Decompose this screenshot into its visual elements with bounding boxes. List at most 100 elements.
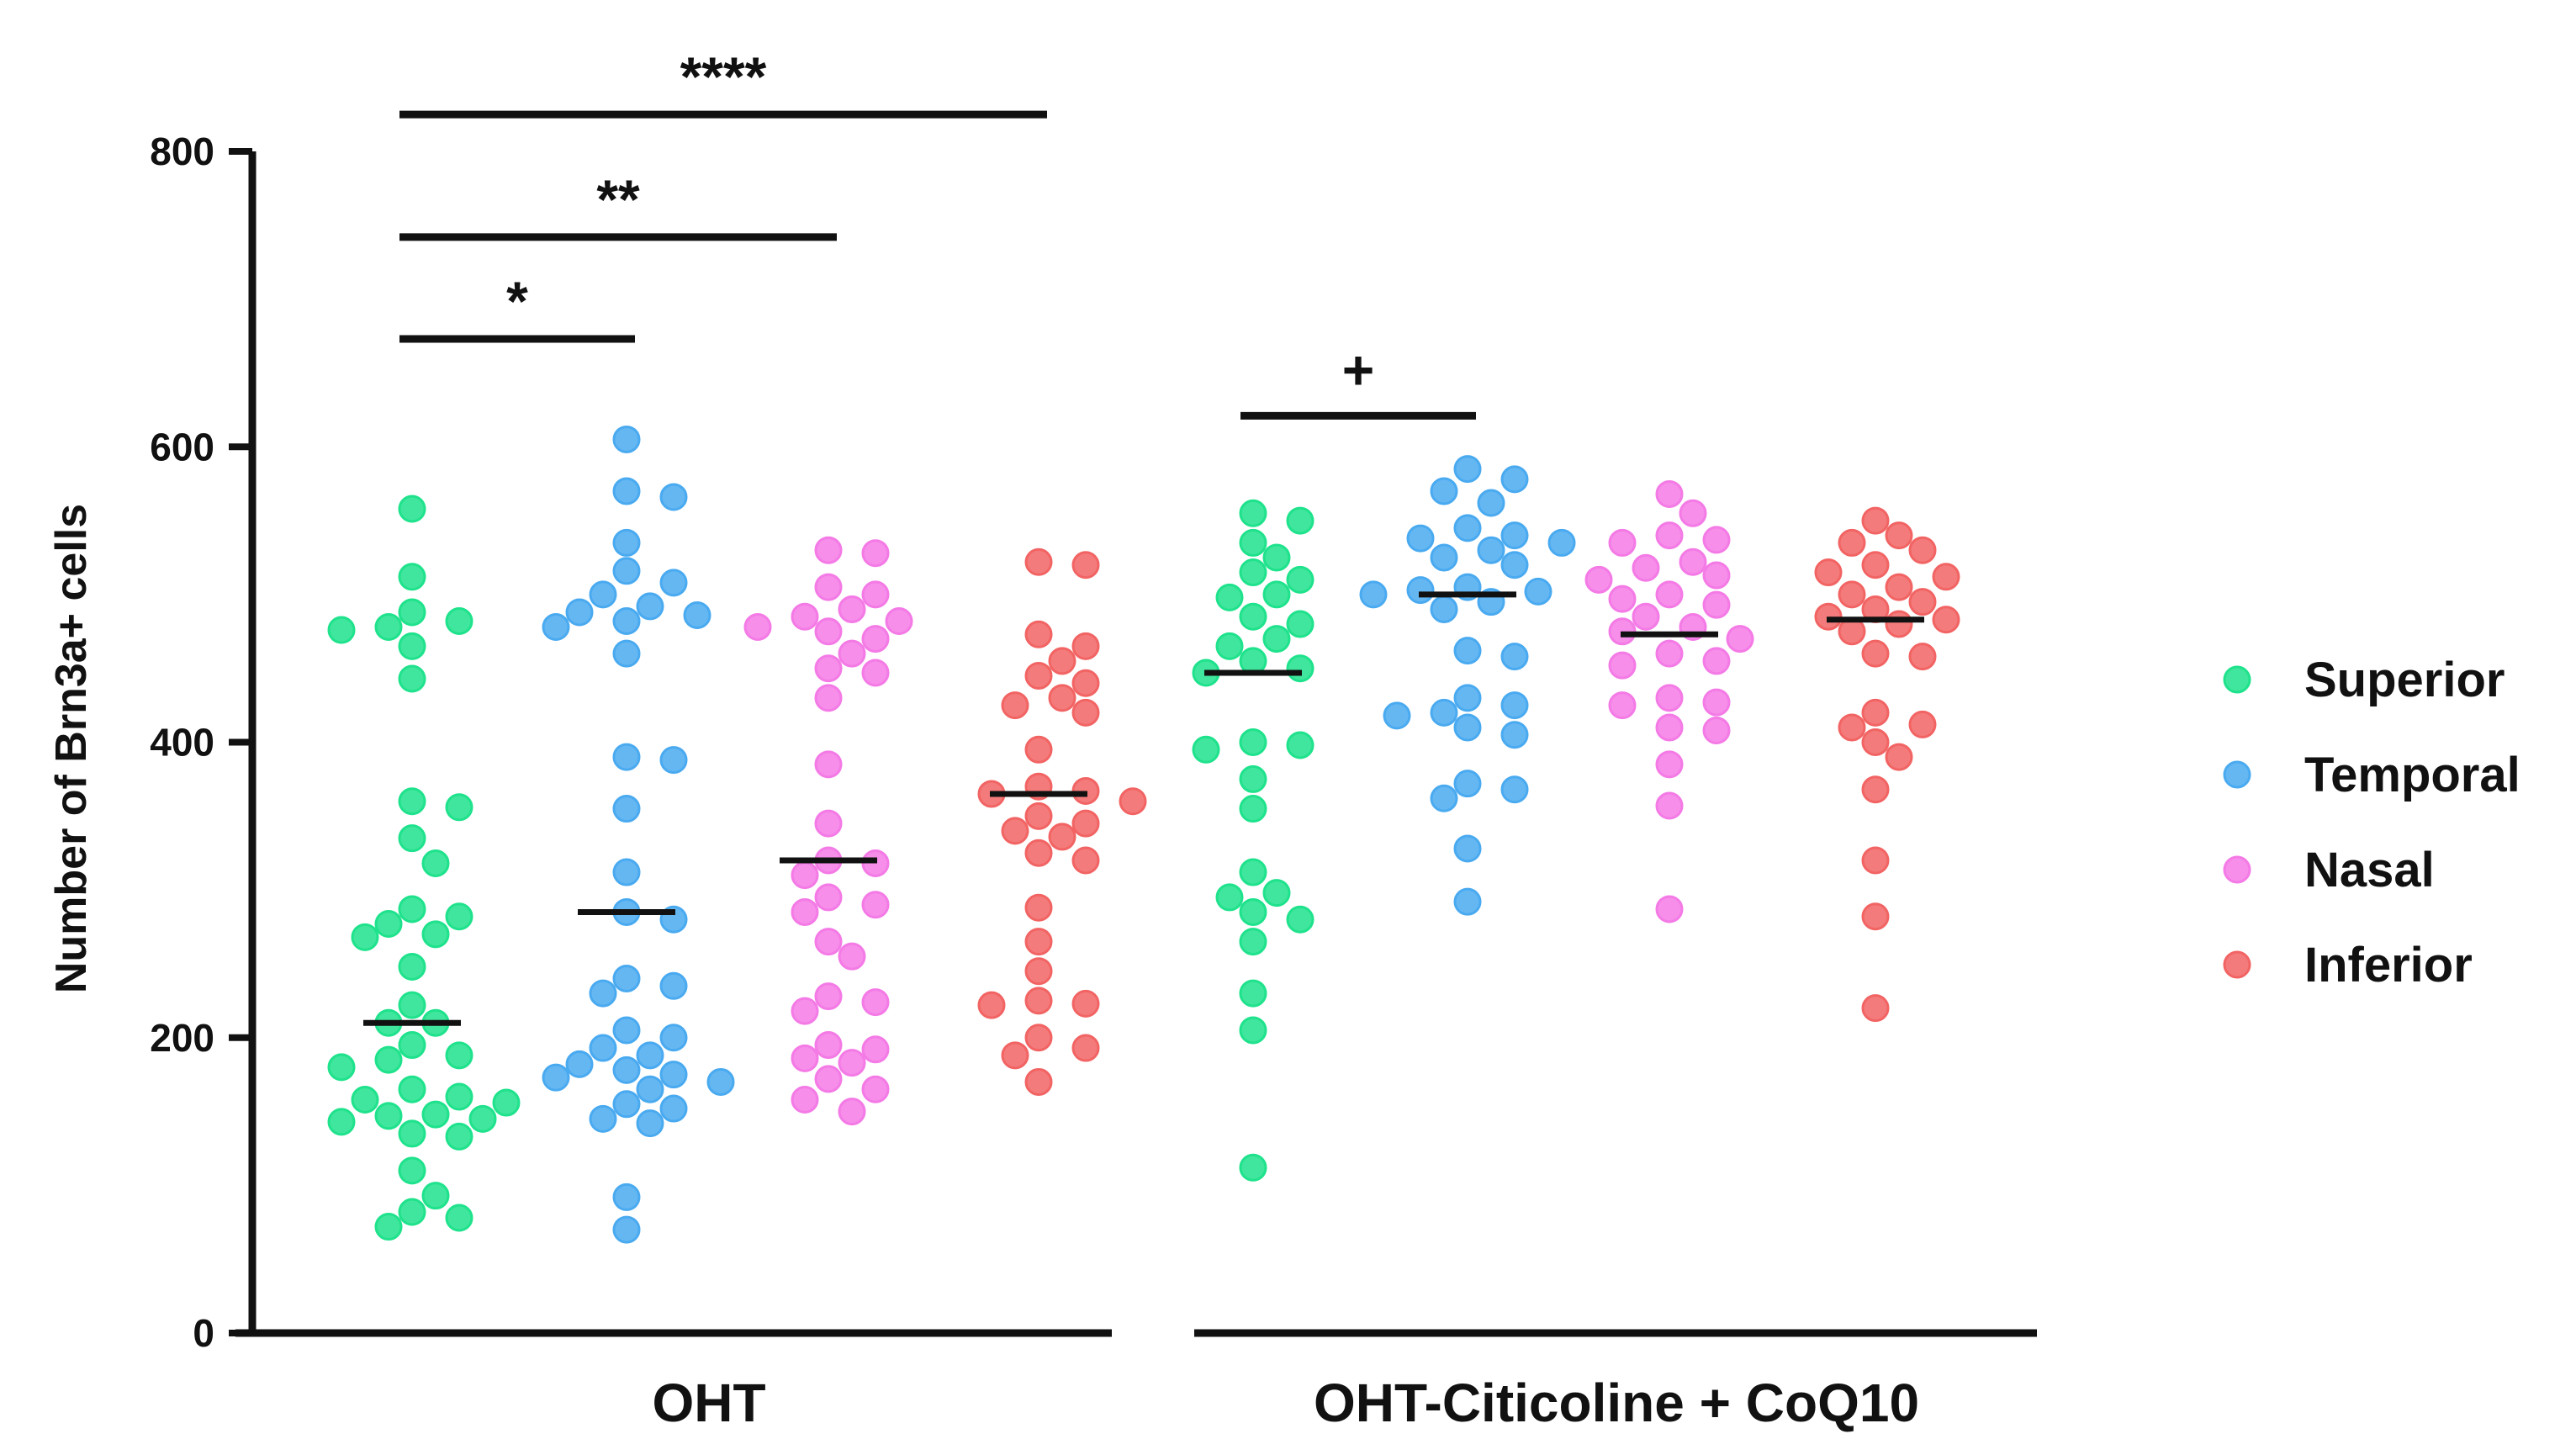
point-oht-citicoline-coq10-temporal-9: [1430, 543, 1458, 572]
point-oht-citicoline-coq10-temporal-0: [1453, 455, 1482, 484]
point-oht-inferior-23: [1024, 957, 1053, 986]
point-oht-citicoline-coq10-nasal-14: [1608, 617, 1637, 646]
point-oht-citicoline-coq10-inferior-21: [1885, 743, 1913, 771]
point-oht-citicoline-coq10-temporal-22: [1383, 701, 1411, 730]
point-oht-temporal-19: [612, 965, 641, 992]
point-oht-citicoline-coq10-superior-12: [1239, 647, 1267, 675]
point-oht-citicoline-coq10-temporal-28: [1453, 834, 1482, 863]
point-oht-citicoline-coq10-nasal-19: [1655, 684, 1684, 712]
point-oht-nasal-23: [838, 942, 866, 971]
point-oht-inferior-20: [1071, 846, 1100, 875]
point-oht-superior-11: [421, 849, 450, 878]
point-oht-temporal-10: [612, 606, 641, 635]
point-oht-citicoline-coq10-nasal-21: [1608, 691, 1637, 720]
point-oht-superior-16: [351, 923, 379, 951]
point-oht-citicoline-coq10-superior-16: [1286, 731, 1314, 759]
y-tick-label-0: 0: [193, 1311, 214, 1355]
point-oht-citicoline-coq10-nasal-17: [1702, 647, 1731, 675]
point-oht-citicoline-coq10-nasal-22: [1655, 713, 1684, 742]
point-oht-citicoline-coq10-nasal-23: [1702, 716, 1731, 744]
point-oht-superior-4: [374, 613, 403, 642]
point-oht-citicoline-coq10-inferior-20: [1861, 728, 1890, 756]
legend-label-inferior: Inferior: [2304, 938, 2473, 992]
point-oht-nasal-29: [791, 1044, 819, 1072]
point-oht-citicoline-coq10-superior-3: [1262, 543, 1291, 572]
point-oht-citicoline-coq10-inferior-3: [1908, 536, 1937, 564]
point-oht-citicoline-coq10-superior-2: [1239, 528, 1267, 557]
point-oht-superior-34: [445, 1122, 473, 1151]
point-oht-citicoline-coq10-superior-25: [1239, 928, 1267, 956]
legend: Superior Temporal Nasal Inferior: [2223, 653, 2520, 992]
point-oht-citicoline-coq10-nasal-3: [1702, 526, 1731, 554]
point-oht-temporal-4: [612, 557, 641, 585]
point-oht-inferior-27: [1024, 1024, 1053, 1052]
point-oht-citicoline-coq10-superior-10: [1262, 625, 1291, 653]
point-oht-citicoline-coq10-inferior-6: [1932, 563, 1960, 591]
point-oht-citicoline-coq10-temporal-23: [1453, 713, 1482, 742]
point-oht-nasal-21: [791, 897, 819, 926]
point-oht-citicoline-coq10-inferior-22: [1861, 775, 1890, 804]
point-oht-citicoline-coq10-temporal-3: [1477, 489, 1505, 517]
point-oht-inferior-3: [1071, 632, 1100, 660]
median-lines: [363, 591, 1924, 1026]
point-oht-citicoline-coq10-superior-24: [1286, 905, 1314, 934]
point-oht-citicoline-coq10-inferior-11: [1814, 602, 1843, 631]
point-oht-citicoline-coq10-inferior-14: [1838, 617, 1866, 646]
point-oht-temporal-16: [612, 858, 641, 886]
point-oht-inferior-12: [1071, 776, 1100, 805]
legend-marker-superior: [2223, 665, 2251, 694]
point-oht-citicoline-coq10-inferior-25: [1861, 994, 1890, 1023]
point-oht-superior-9: [445, 793, 473, 822]
point-oht-nasal-10: [838, 639, 866, 668]
point-oht-citicoline-coq10-nasal-24: [1655, 750, 1684, 779]
y-axis-title: Number of Brn3a+ cells: [47, 504, 96, 993]
point-oht-citicoline-coq10-temporal-24: [1500, 721, 1529, 749]
point-oht-citicoline-coq10-nasal-11: [1702, 590, 1731, 619]
point-oht-temporal-14: [659, 746, 688, 775]
point-oht-superior-0: [398, 495, 426, 523]
point-oht-inferior-0: [1024, 548, 1053, 576]
point-oht-citicoline-coq10-temporal-12: [1406, 576, 1435, 605]
point-oht-superior-5: [327, 616, 356, 644]
point-oht-citicoline-coq10-superior-27: [1239, 1016, 1267, 1045]
data-points: [327, 425, 1960, 1244]
point-oht-temporal-15: [612, 795, 641, 823]
point-oht-inferior-2: [1024, 620, 1053, 648]
point-oht-superior-33: [398, 1119, 426, 1148]
point-oht-superior-12: [398, 895, 426, 923]
point-oht-citicoline-coq10-superior-19: [1239, 795, 1267, 823]
point-oht-citicoline-coq10-superior-26: [1239, 979, 1267, 1008]
point-oht-citicoline-coq10-nasal-5: [1679, 548, 1707, 576]
point-oht-temporal-30: [706, 1067, 735, 1096]
point-oht-temporal-1: [612, 477, 641, 505]
point-oht-citicoline-coq10-nasal-20: [1702, 688, 1731, 717]
point-oht-superior-13: [445, 902, 473, 931]
point-oht-nasal-28: [861, 1035, 890, 1064]
point-oht-citicoline-coq10-temporal-4: [1453, 514, 1482, 542]
point-oht-temporal-11: [542, 613, 570, 642]
point-oht-citicoline-coq10-inferior-18: [1908, 710, 1937, 738]
y-tick-label-400: 400: [150, 721, 214, 765]
point-oht-nasal-32: [861, 1075, 890, 1103]
group-label-oht: OHT: [652, 1373, 765, 1433]
point-oht-citicoline-coq10-superior-0: [1239, 499, 1267, 527]
point-oht-superior-39: [374, 1213, 403, 1241]
point-oht-inferior-30: [1024, 1067, 1053, 1096]
y-tick-label-800: 800: [150, 130, 214, 173]
point-oht-citicoline-coq10-temporal-10: [1500, 551, 1529, 579]
point-oht-inferior-14: [1119, 787, 1147, 816]
point-oht-superior-10: [398, 824, 426, 853]
point-oht-citicoline-coq10-temporal-27: [1430, 784, 1458, 812]
point-oht-nasal-31: [814, 1065, 843, 1093]
point-oht-inferior-10: [1024, 735, 1053, 764]
point-oht-inferior-22: [1024, 928, 1053, 956]
point-oht-citicoline-coq10-superior-9: [1286, 610, 1314, 638]
point-oht-temporal-9: [683, 601, 711, 629]
point-oht-temporal-36: [612, 1183, 641, 1211]
point-oht-citicoline-coq10-temporal-2: [1430, 477, 1458, 505]
point-oht-nasal-14: [814, 750, 843, 779]
point-oht-temporal-5: [659, 569, 688, 597]
significance-annotations: *******+: [399, 45, 1476, 420]
point-oht-citicoline-coq10-superior-4: [1239, 558, 1267, 587]
